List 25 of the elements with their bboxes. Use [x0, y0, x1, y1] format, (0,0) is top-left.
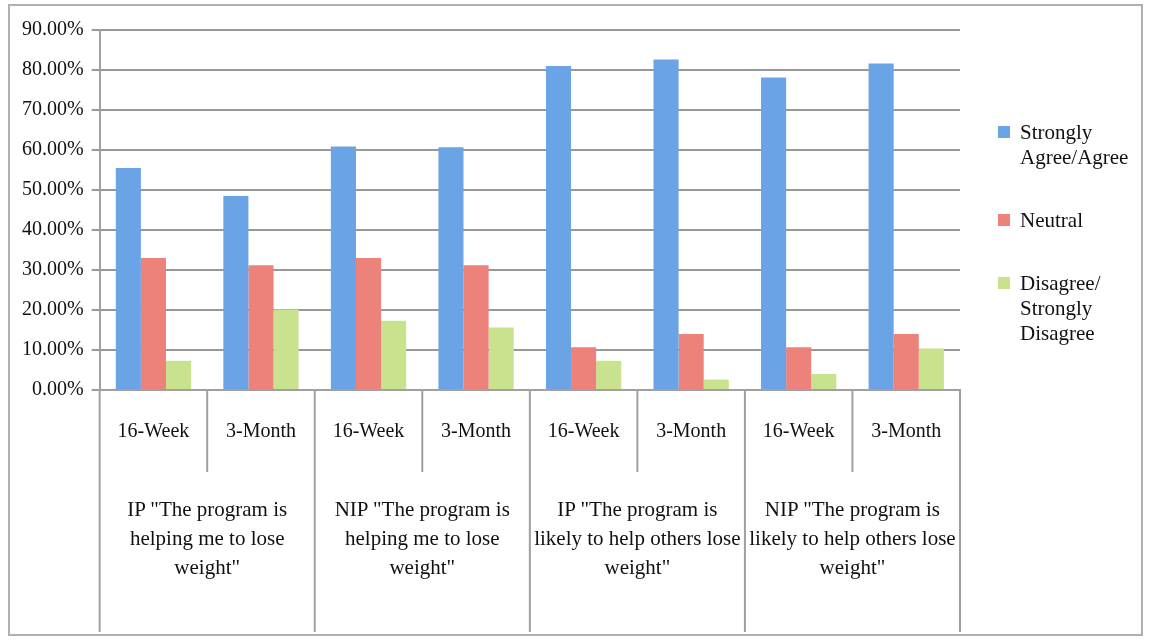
text: NIP "The program is likely to help others lose weight" [749, 496, 956, 579]
text: IP "The program is helping me to lose weight" [127, 496, 288, 579]
x-tick-label: 16-Week [762, 419, 835, 442]
y-tick-label: 0.00% [31, 377, 84, 400]
y-tick-label: 80.00% [21, 57, 84, 80]
y-tick-label: 70.00% [21, 97, 84, 120]
y-tick-label: 30.00% [21, 257, 84, 280]
y-tick-label: 10.00% [21, 337, 84, 360]
x-tick-label: 16-Week [117, 419, 190, 442]
y-tick-label: 40.00% [21, 217, 84, 240]
x-tick-label: 3-Month [441, 419, 512, 442]
y-tick-label: 90.00% [21, 17, 84, 40]
y-tick-label: 50.00% [21, 177, 84, 200]
text: IP "The program is likely to help others lose weight" [534, 496, 741, 579]
legend-label: Neutral [1020, 208, 1083, 233]
legend-label: Strongly Agree/Agree [1020, 120, 1130, 170]
x-tick-label: 16-Week [332, 419, 405, 442]
y-tick-label: 20.00% [21, 297, 84, 320]
x-tick-label: 3-Month [656, 419, 727, 442]
x-tick-label: 16-Week [547, 419, 620, 442]
x-tick-label: 3-Month [871, 419, 942, 442]
text: NIP "The program is helping me to lose weight" [334, 496, 510, 579]
x-tick-label: 3-Month [225, 419, 296, 442]
legend-label: Disagree/Strongly Disagree [1020, 271, 1102, 346]
y-tick-label: 60.00% [21, 137, 84, 160]
